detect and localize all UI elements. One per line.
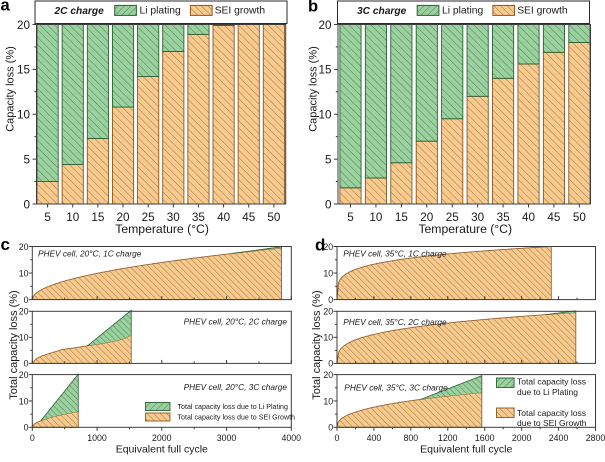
svg-text:5: 5 <box>44 211 51 224</box>
svg-text:35: 35 <box>192 211 206 224</box>
svg-text:40: 40 <box>522 211 536 224</box>
svg-text:1200: 1200 <box>438 433 458 443</box>
svg-text:c: c <box>1 235 10 254</box>
svg-text:Capacity loss (%): Capacity loss (%) <box>308 46 320 132</box>
svg-text:2000: 2000 <box>512 433 532 443</box>
svg-text:2400: 2400 <box>549 433 569 443</box>
svg-text:PHEV cell, 35°C, 2C charge: PHEV cell, 35°C, 2C charge <box>343 317 447 327</box>
svg-text:45: 45 <box>547 211 561 224</box>
svg-text:10: 10 <box>19 268 29 278</box>
svg-text:30: 30 <box>167 211 181 224</box>
svg-text:10: 10 <box>66 211 80 224</box>
svg-text:25: 25 <box>446 211 460 224</box>
svg-text:10: 10 <box>19 396 29 406</box>
svg-text:3000: 3000 <box>217 433 237 443</box>
svg-text:25: 25 <box>142 211 156 224</box>
svg-text:50: 50 <box>573 211 587 224</box>
svg-text:Total capacity loss due to SEI: Total capacity loss due to SEI Growth <box>178 414 296 422</box>
svg-text:2C charge: 2C charge <box>54 6 105 17</box>
svg-text:a: a <box>1 0 11 15</box>
svg-text:PHEV cell, 35°C, 3C charge: PHEV cell, 35°C, 3C charge <box>344 383 448 393</box>
svg-text:Total capacity loss (%): Total capacity loss (%) <box>8 290 20 399</box>
svg-text:20: 20 <box>19 242 29 252</box>
svg-text:0: 0 <box>24 295 29 305</box>
svg-text:5: 5 <box>23 153 30 166</box>
svg-text:20: 20 <box>19 307 29 317</box>
svg-text:3C charge: 3C charge <box>357 6 407 17</box>
svg-text:10: 10 <box>323 333 333 343</box>
svg-text:Total capacity loss (%): Total capacity loss (%) <box>311 290 323 399</box>
svg-text:10: 10 <box>19 333 29 343</box>
svg-text:20: 20 <box>420 211 434 224</box>
svg-text:15: 15 <box>318 64 332 77</box>
svg-text:20: 20 <box>323 307 333 317</box>
svg-text:Total capacity loss: Total capacity loss <box>517 377 586 387</box>
svg-text:2000: 2000 <box>152 433 172 443</box>
svg-text:20: 20 <box>323 242 333 252</box>
svg-text:0: 0 <box>24 423 29 433</box>
svg-text:20: 20 <box>323 370 333 380</box>
svg-text:10: 10 <box>323 268 333 278</box>
svg-text:2800: 2800 <box>586 433 605 443</box>
svg-text:15: 15 <box>17 64 31 77</box>
svg-text:PHEV cell, 20°C, 2C charge: PHEV cell, 20°C, 2C charge <box>184 317 288 327</box>
svg-text:0: 0 <box>30 433 35 443</box>
svg-text:1000: 1000 <box>87 433 107 443</box>
svg-text:0: 0 <box>335 433 340 443</box>
svg-text:SEI growth: SEI growth <box>215 5 266 16</box>
svg-text:PHEV cell, 35°C, 1C charge: PHEV cell, 35°C, 1C charge <box>343 249 447 259</box>
svg-text:SEI growth: SEI growth <box>517 5 568 16</box>
svg-text:400: 400 <box>367 433 382 443</box>
svg-text:10: 10 <box>323 396 333 406</box>
svg-text:d: d <box>315 236 325 255</box>
svg-text:due to Li Plating: due to Li Plating <box>517 387 578 397</box>
svg-text:30: 30 <box>471 211 485 224</box>
svg-text:5: 5 <box>347 211 354 224</box>
svg-text:Total capacity loss due to Li: Total capacity loss due to Li Plating <box>178 403 288 411</box>
svg-text:due to SEI Growth: due to SEI Growth <box>517 418 587 428</box>
svg-text:Temperature (°C): Temperature (°C) <box>115 222 209 236</box>
svg-text:4000: 4000 <box>282 433 302 443</box>
svg-text:20: 20 <box>318 19 332 32</box>
svg-text:0: 0 <box>24 359 29 369</box>
svg-text:15: 15 <box>91 211 105 224</box>
svg-text:0: 0 <box>325 198 332 211</box>
svg-text:5: 5 <box>325 153 332 166</box>
svg-text:0: 0 <box>23 198 30 211</box>
svg-text:Total capacity loss: Total capacity loss <box>517 408 586 418</box>
svg-text:40: 40 <box>217 211 231 224</box>
svg-text:20: 20 <box>117 211 131 224</box>
svg-text:45: 45 <box>242 211 256 224</box>
svg-text:10: 10 <box>318 109 332 122</box>
svg-text:PHEV cell, 20°C, 1C charge: PHEV cell, 20°C, 1C charge <box>38 249 142 259</box>
svg-text:10: 10 <box>17 109 31 122</box>
svg-text:1600: 1600 <box>475 433 495 443</box>
svg-text:15: 15 <box>395 211 409 224</box>
svg-text:b: b <box>308 0 318 16</box>
svg-text:0: 0 <box>328 295 333 305</box>
svg-text:PHEV cell, 20°C, 3C charge: PHEV cell, 20°C, 3C charge <box>184 382 288 392</box>
svg-text:Equivalent full cycle: Equivalent full cycle <box>116 444 208 456</box>
svg-text:Equivalent full cycle: Equivalent full cycle <box>420 444 512 456</box>
svg-text:0: 0 <box>328 359 333 369</box>
svg-text:50: 50 <box>267 211 281 224</box>
svg-text:Li plating: Li plating <box>140 5 181 16</box>
svg-text:10: 10 <box>369 211 383 224</box>
svg-text:0: 0 <box>328 423 333 433</box>
svg-text:20: 20 <box>19 370 29 380</box>
svg-text:Capacity loss (%): Capacity loss (%) <box>5 46 17 132</box>
svg-text:800: 800 <box>404 433 419 443</box>
svg-text:35: 35 <box>497 211 511 224</box>
svg-text:Temperature (°C): Temperature (°C) <box>418 222 512 236</box>
svg-text:20: 20 <box>17 19 31 32</box>
svg-text:Li plating: Li plating <box>442 5 483 16</box>
